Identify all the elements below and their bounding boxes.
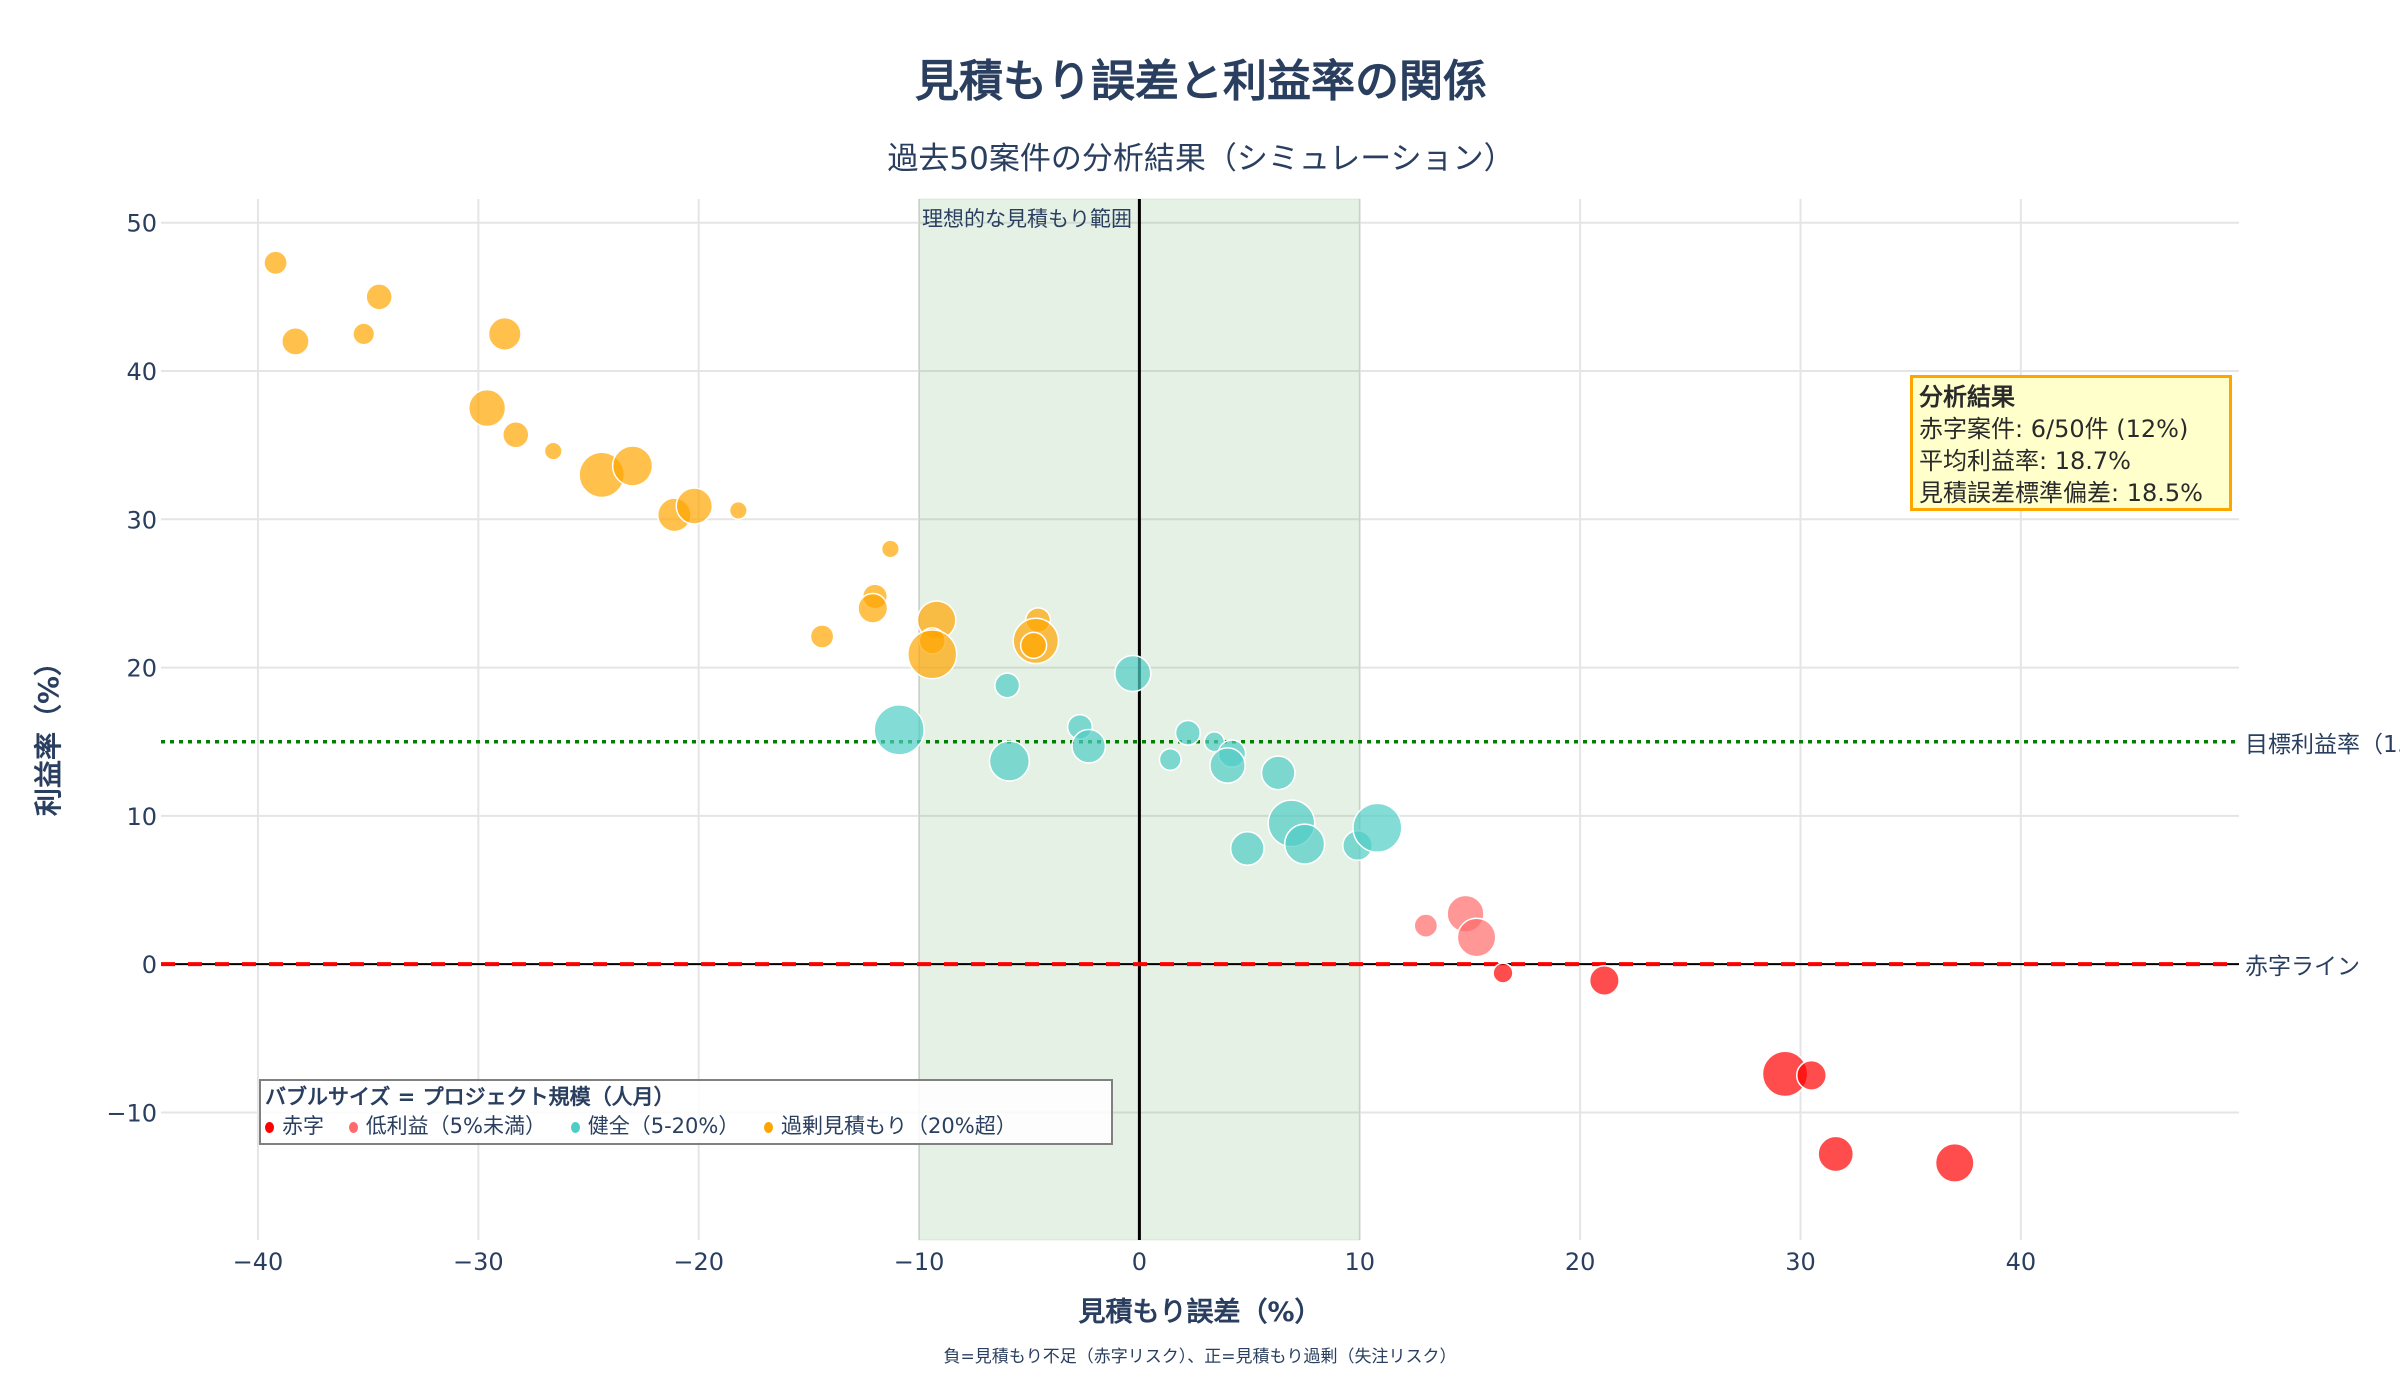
data-point	[880, 539, 900, 559]
legend-marker	[348, 1121, 358, 1133]
data-point	[873, 704, 925, 756]
legend-marker	[570, 1121, 580, 1133]
data-point	[1934, 1142, 1975, 1183]
data-point	[1795, 1059, 1828, 1091]
legend-label: 低利益（5%未満）	[365, 1114, 547, 1138]
data-point	[611, 445, 654, 487]
data-point	[1071, 728, 1107, 764]
x-tick-label: 40	[2006, 1248, 2037, 1276]
data-point	[1260, 755, 1296, 791]
data-point	[1229, 831, 1265, 866]
y-tick-label: 30	[126, 506, 157, 534]
data-point	[1817, 1135, 1855, 1173]
data-points	[263, 250, 1975, 1183]
data-point	[1588, 964, 1620, 996]
y-axis-title: 利益率（%）	[32, 648, 65, 816]
data-point	[675, 487, 714, 525]
legend-marker	[764, 1121, 774, 1133]
tick-labels: −40 −30 −20 −10 0 10 20 30 40 −10 0 10 20 30 40 50	[106, 210, 2036, 1276]
chart-subtitle: 過去50案件の分析結果（シミュレーション）	[887, 141, 1514, 177]
annotation-line: 赤字案件: 6/50件 (12%)	[1919, 415, 2189, 443]
legend-label: 健全（5-20%）	[587, 1114, 740, 1138]
data-point	[988, 740, 1031, 782]
y-tick-label: 50	[126, 210, 157, 238]
data-point	[365, 283, 393, 311]
data-point	[857, 592, 889, 624]
target-line-label: 目標利益率（15%）	[2245, 732, 2400, 758]
data-point	[1413, 913, 1439, 938]
annotation-line: 見積誤差標準偏差: 18.5%	[1919, 479, 2203, 507]
x-tick-label: −10	[894, 1248, 945, 1276]
legend-item-over-estimate[interactable]: 過剰見積もり（20%超）	[764, 1112, 1017, 1141]
data-point	[1492, 962, 1514, 984]
data-point	[1158, 747, 1182, 772]
legend-label: 赤字	[282, 1114, 324, 1138]
data-point	[809, 624, 835, 649]
legend-marker	[265, 1121, 274, 1133]
data-point	[281, 326, 310, 356]
chart-title: 見積もり誤差と利益率の関係	[915, 56, 1487, 107]
x-tick-label: −20	[673, 1248, 724, 1276]
y-tick-label: 0	[142, 951, 157, 979]
data-point	[1209, 747, 1246, 784]
loss-line-label: 赤字ライン	[2245, 954, 2360, 980]
data-point	[728, 500, 748, 520]
data-point	[907, 629, 958, 680]
reference-lines	[161, 199, 2239, 1240]
data-point	[1352, 802, 1403, 853]
x-tick-label: 0	[1132, 1248, 1147, 1276]
data-point	[994, 672, 1021, 699]
data-point	[263, 250, 288, 276]
legend-item-loss[interactable]: 赤字	[265, 1112, 324, 1141]
data-point	[352, 322, 376, 346]
x-tick-label: −30	[453, 1248, 504, 1276]
x-tick-label: 20	[1565, 1248, 1596, 1276]
data-point	[502, 421, 530, 449]
legend-item-healthy[interactable]: 健全（5-20%）	[570, 1112, 740, 1141]
legend: バブルサイズ = プロジェクト規模（人月） 赤字 低利益（5%未満） 健全（5-…	[259, 1079, 1113, 1145]
annotation-line: 平均利益率: 18.7%	[1919, 447, 2131, 475]
y-tick-label: 40	[126, 358, 157, 386]
data-point	[1174, 719, 1201, 746]
y-tick-label: 10	[126, 803, 157, 831]
data-point	[467, 388, 507, 428]
x-tick-label: 10	[1344, 1248, 1375, 1276]
analysis-annotation: 分析結果 赤字案件: 6/50件 (12%) 平均利益率: 18.7% 見積誤差…	[1910, 375, 2232, 511]
data-point	[1283, 823, 1326, 865]
data-point	[1456, 917, 1497, 958]
legend-title: バブルサイズ = プロジェクト規模（人月）	[265, 1085, 675, 1109]
y-tick-label: −10	[106, 1099, 157, 1127]
x-tick-label: −40	[233, 1248, 284, 1276]
x-tick-label: 30	[1785, 1248, 1816, 1276]
x-axis-title: 見積もり誤差（%）	[1078, 1296, 1321, 1328]
data-point	[1019, 631, 1048, 660]
legend-label: 過剰見積もり（20%超）	[781, 1114, 1017, 1138]
data-point	[543, 441, 563, 461]
legend-item-low-profit[interactable]: 低利益（5%未満）	[348, 1112, 547, 1141]
x-axis-note: 負=見積もり不足（赤字リスク）、正=見積もり過剰（失注リスク）	[944, 1347, 1457, 1367]
annotation-title: 分析結果	[1919, 383, 2015, 411]
data-point	[1114, 654, 1152, 693]
ideal-range-label: 理想的な見積もり範囲	[922, 207, 1132, 231]
data-point	[487, 316, 522, 351]
y-tick-label: 20	[126, 655, 157, 683]
